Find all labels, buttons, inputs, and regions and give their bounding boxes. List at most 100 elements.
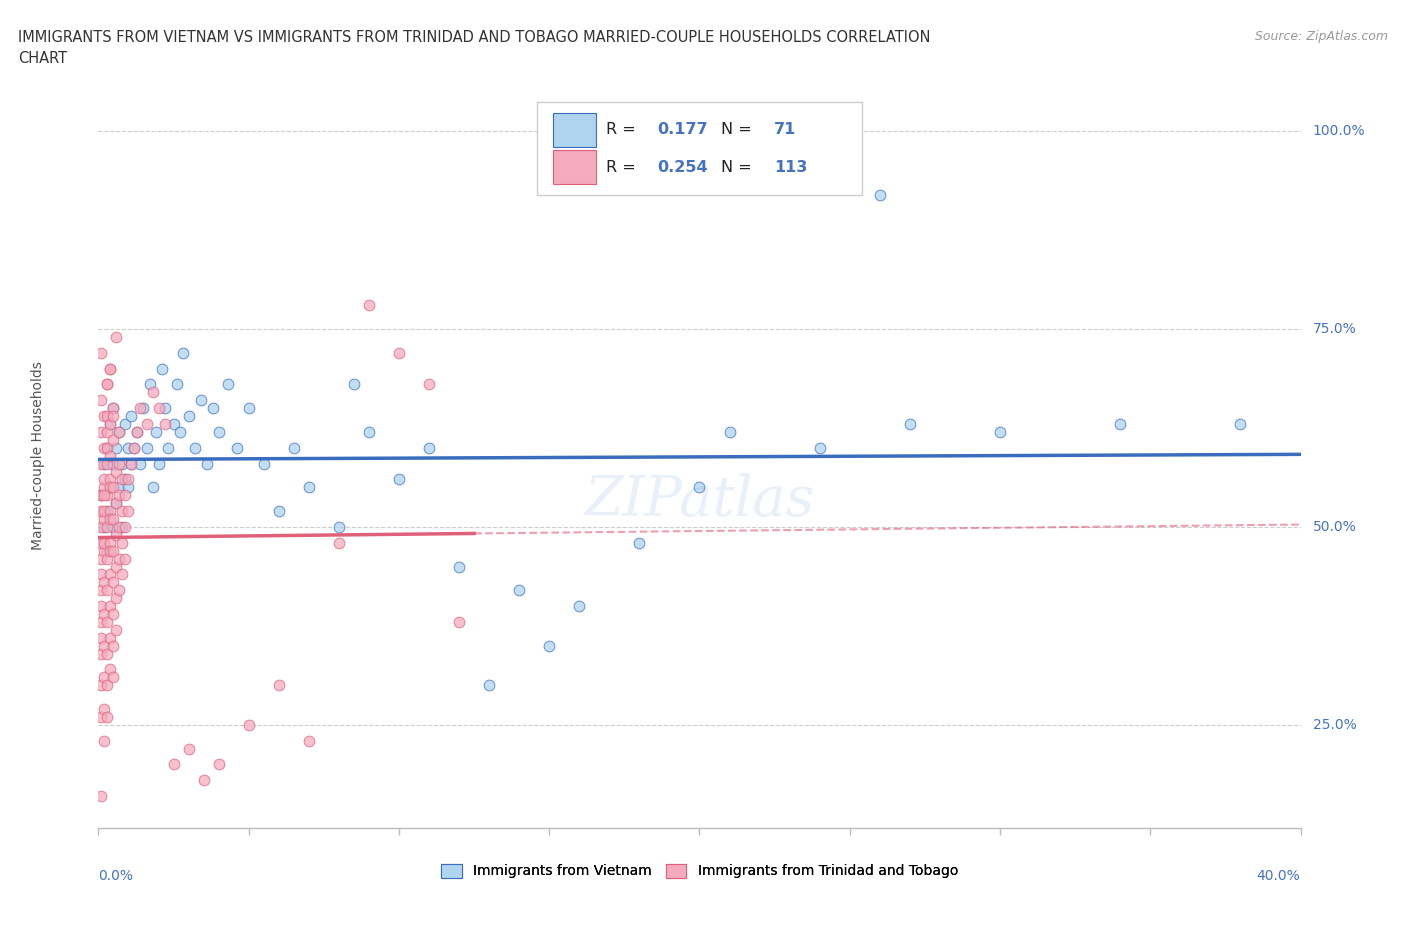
Point [478,678,501,693]
Point [96,440,118,455]
Point [103,408,125,423]
Point [135,417,157,432]
Point [100,448,122,463]
Point [127,424,149,439]
Point [93,606,115,621]
Point [129,401,152,416]
Point [111,536,134,551]
Point [988,424,1011,439]
Text: N =: N = [721,123,756,138]
Point [108,583,131,598]
Point [108,488,131,503]
Point [447,615,470,630]
Point [93,408,115,423]
Point [103,401,125,416]
Point [93,701,115,716]
Point [111,520,134,535]
Point [90,615,112,630]
Point [96,457,118,472]
Text: Married-couple Households: Married-couple Households [31,361,45,551]
Point [195,457,218,472]
Point [90,457,112,472]
Point [357,424,380,439]
Point [121,408,143,423]
Point [153,417,176,432]
Point [100,662,122,677]
Point [114,488,136,503]
Point [100,417,122,432]
Legend: Immigrants from Vietnam, Immigrants from Trinidad and Tobago: Immigrants from Vietnam, Immigrants from… [436,858,963,884]
Point [90,520,112,535]
Point [208,424,231,439]
Point [357,298,380,312]
Point [108,424,131,439]
Point [105,329,128,344]
Point [388,345,411,360]
Point [100,361,122,376]
Point [111,472,134,487]
Point [177,741,200,756]
Point [138,377,160,392]
Text: 0.254: 0.254 [658,160,709,175]
Point [183,440,205,455]
Point [508,583,530,598]
Point [100,480,122,495]
Point [105,559,128,574]
Point [328,520,350,535]
Point [538,638,561,653]
Point [298,480,321,495]
Point [111,504,134,519]
Point [90,678,112,693]
Point [90,631,112,645]
Point [90,599,112,614]
Text: IMMIGRANTS FROM VIETNAM VS IMMIGRANTS FROM TRINIDAD AND TOBAGO MARRIED-COUPLE HO: IMMIGRANTS FROM VIETNAM VS IMMIGRANTS FR… [18,30,931,45]
Point [718,424,741,439]
Point [117,480,139,495]
Point [100,472,122,487]
Point [162,757,184,772]
Point [90,583,112,598]
Point [96,488,118,503]
Point [96,440,118,455]
Point [105,496,128,511]
Point [162,417,184,432]
Point [103,543,125,558]
Point [869,187,891,202]
Text: 113: 113 [775,160,807,175]
Point [96,543,118,558]
Point [628,536,651,551]
Text: 100.0%: 100.0% [1313,125,1365,139]
Point [238,717,260,732]
Point [90,646,112,661]
Point [208,757,231,772]
Point [100,536,122,551]
Point [90,392,112,407]
Point [150,361,173,376]
FancyBboxPatch shape [553,113,596,147]
Point [93,733,115,748]
Point [124,440,146,455]
Point [145,424,167,439]
Point [217,377,239,392]
Point [93,543,115,558]
Point [93,504,115,519]
Point [108,520,131,535]
Point [103,432,125,447]
Point [114,417,136,432]
Point [105,591,128,605]
Point [156,440,179,455]
Point [1109,417,1132,432]
Point [100,361,122,376]
Text: R =: R = [606,160,641,175]
Point [148,457,170,472]
Point [1229,417,1251,432]
Text: 0.177: 0.177 [658,123,709,138]
Point [177,408,200,423]
Point [96,377,118,392]
Point [148,401,170,416]
Point [93,472,115,487]
Point [108,551,131,566]
Point [90,536,112,551]
Point [111,457,134,472]
Point [96,377,118,392]
